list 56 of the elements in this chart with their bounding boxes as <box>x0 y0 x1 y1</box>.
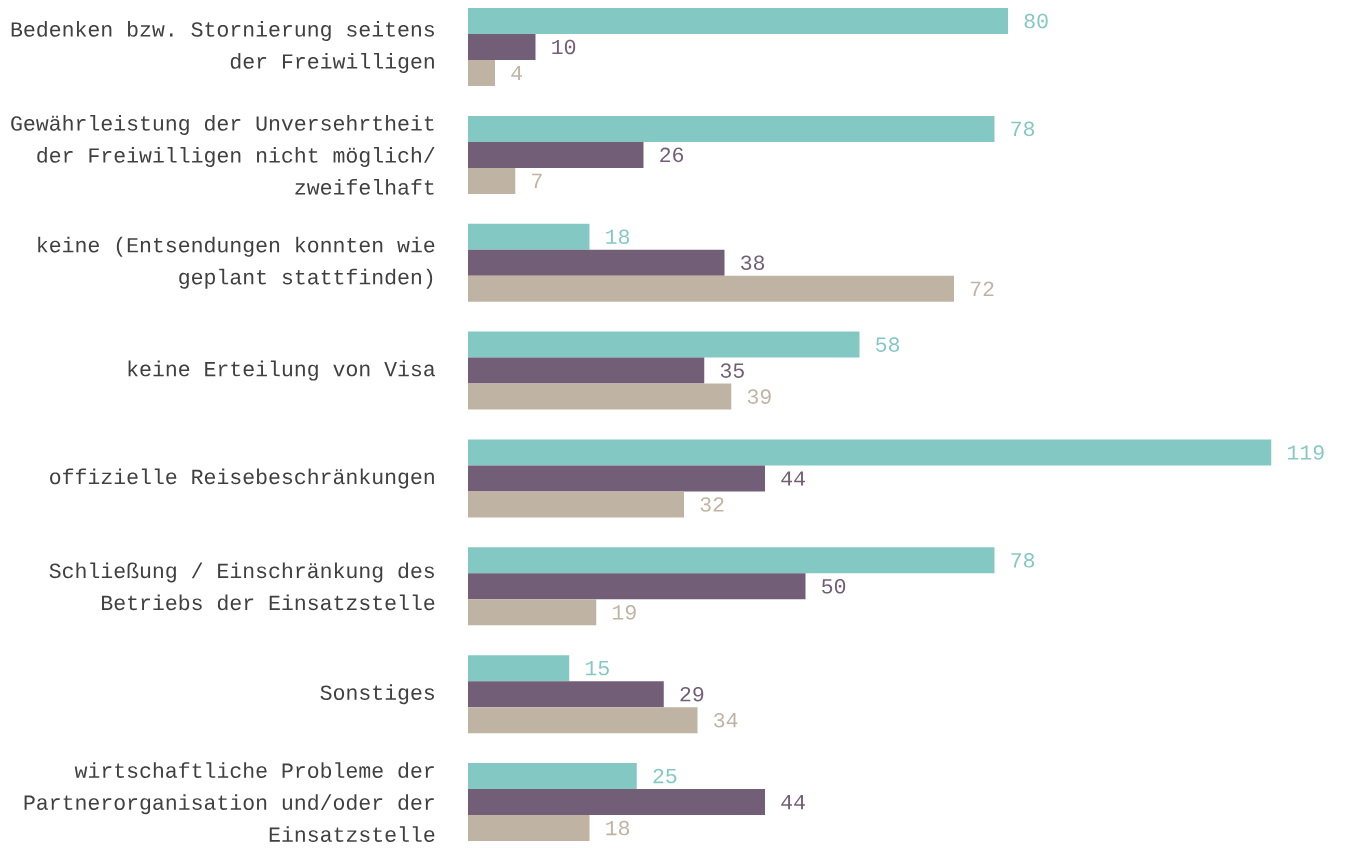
data-label: 26 <box>660 147 684 163</box>
y-tick-label: Gewährleistung der Unversehrtheit der Freiwilligen nicht möglich/ zweifelhaft <box>11 114 435 195</box>
y-tick-label: keine Erteilung von Visa <box>128 360 436 381</box>
data-label: 25 <box>653 768 677 784</box>
bar <box>468 249 725 276</box>
y-tick-label: offizielle Reisebeschränkungen <box>50 468 434 489</box>
data-label: 29 <box>680 686 704 702</box>
y-tick-label: wirtschaftliche Probleme der Partnerorganisation und/oder der Einsatzstelle <box>24 762 435 842</box>
data-label: 38 <box>741 255 765 271</box>
y-tick-label: Schließung / Einschränkung des Betriebs der Einsatzstelle <box>49 562 435 611</box>
data-label: 78 <box>1011 121 1035 137</box>
y-tick-label: keine (Entsendungen konnten wie geplant stattfinden) <box>38 236 435 289</box>
bar <box>468 815 590 842</box>
data-label: 44 <box>781 794 805 810</box>
data-label: 44 <box>781 471 805 486</box>
bar <box>468 34 536 61</box>
bar <box>468 60 495 87</box>
data-label: 10 <box>552 39 576 55</box>
bar <box>468 115 995 142</box>
bar <box>468 547 995 574</box>
bar <box>468 789 765 816</box>
bar <box>468 383 732 410</box>
data-label: 18 <box>606 229 630 245</box>
data-label: 35 <box>720 363 744 378</box>
data-label: 58 <box>876 337 900 352</box>
bar <box>468 465 765 492</box>
bar <box>468 439 1272 466</box>
data-label: 72 <box>970 281 994 296</box>
data-label: 15 <box>586 661 609 676</box>
bar <box>468 599 597 626</box>
bar <box>468 491 684 518</box>
data-label: 34 <box>714 712 738 728</box>
bar <box>468 573 806 600</box>
data-label: 39 <box>747 389 771 404</box>
bar <box>468 763 637 790</box>
bar <box>468 167 516 194</box>
data-label: 119 <box>1288 445 1324 460</box>
data-label: 7 <box>532 173 542 188</box>
data-label: 4 <box>511 65 523 81</box>
data-label: 80 <box>1024 13 1048 29</box>
bar <box>468 8 1009 35</box>
data-label: 32 <box>700 497 724 512</box>
data-label: 19 <box>613 605 636 620</box>
y-tick-label: Sonstiges <box>320 684 434 705</box>
data-label: 18 <box>606 820 630 836</box>
bar <box>468 331 860 358</box>
bar <box>468 141 644 168</box>
bar <box>468 275 954 302</box>
bar <box>468 707 698 734</box>
bar <box>468 681 664 708</box>
bar <box>468 223 590 250</box>
data-label: 50 <box>822 579 846 594</box>
bar <box>468 357 705 384</box>
y-tick-label: Bedenken bzw. Stornierung seitens der Freiwilligen <box>11 21 434 74</box>
data-label: 78 <box>1011 553 1035 568</box>
bar <box>468 655 570 682</box>
